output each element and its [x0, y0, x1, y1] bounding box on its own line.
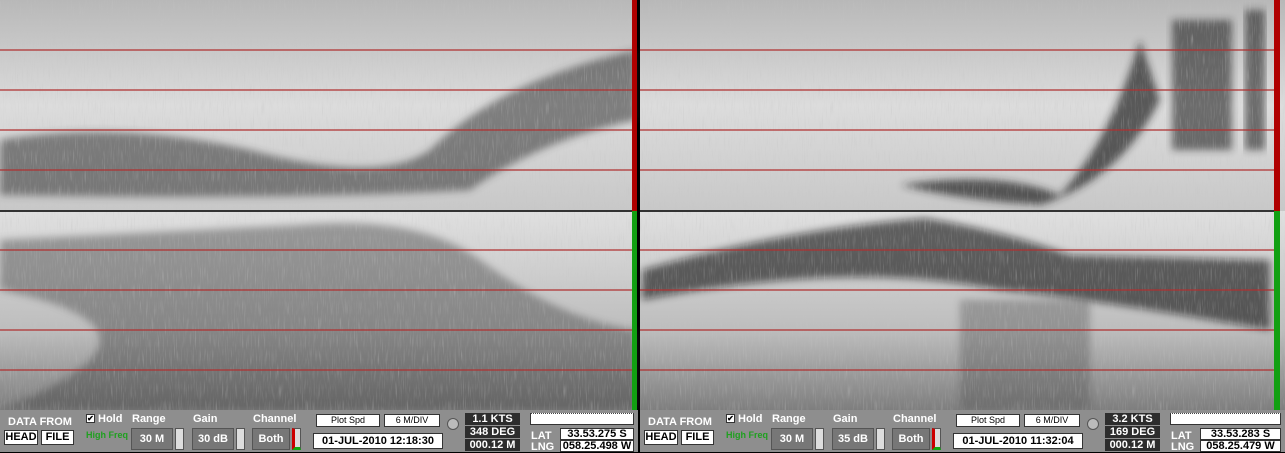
channel-label: Channel	[893, 413, 936, 425]
data-from-label: DATA FROM	[648, 416, 712, 428]
data-from-label: DATA FROM	[8, 416, 72, 428]
sonar-view	[0, 0, 1285, 410]
datetime: 01-JUL-2010 12:18:30	[313, 433, 443, 449]
right-image	[640, 0, 1285, 410]
heading: 169 DEG	[1105, 426, 1160, 438]
div-setting[interactable]: 6 M/DIV	[384, 414, 440, 427]
range-spinner[interactable]	[175, 428, 184, 450]
gain-value: 35 dB	[832, 428, 874, 450]
speed: 3.2 KTS	[1105, 413, 1160, 425]
latitude: 33.53.275 S	[560, 428, 634, 440]
file-button[interactable]: FILE	[681, 430, 714, 445]
scale-ruler	[530, 413, 634, 425]
lng-label: LNG	[531, 441, 554, 453]
file-button[interactable]: FILE	[41, 430, 74, 445]
hold-label: Hold	[98, 413, 122, 425]
channel-value: Both	[892, 428, 930, 450]
freq-label: High Freq	[86, 429, 128, 441]
latitude: 33.53.283 S	[1200, 428, 1281, 440]
longitude: 058.25.498 W	[560, 440, 634, 452]
speed: 1.1 KTS	[465, 413, 520, 425]
left-image	[0, 0, 637, 410]
datetime: 01-JUL-2010 11:32:04	[953, 433, 1083, 449]
gain-spinner[interactable]	[236, 428, 245, 450]
sonar-app: DATA FROMHEADFILE✔HoldHigh FreqRange30 M…	[0, 0, 1285, 452]
depth: 000.12 M	[465, 439, 520, 451]
range-value: 30 M	[771, 428, 813, 450]
lng-label: LNG	[1171, 441, 1194, 453]
div-setting[interactable]: 6 M/DIV	[1024, 414, 1080, 427]
gain-value: 30 dB	[192, 428, 234, 450]
plot-speed[interactable]: Plot Spd	[956, 414, 1020, 427]
plot-speed[interactable]: Plot Spd	[316, 414, 380, 427]
depth: 000.12 M	[1105, 439, 1160, 451]
range-spinner[interactable]	[815, 428, 824, 450]
range-label: Range	[772, 413, 806, 425]
status-icon	[1087, 418, 1099, 430]
range-label: Range	[132, 413, 166, 425]
gain-label: Gain	[833, 413, 857, 425]
head-button[interactable]: HEAD	[4, 430, 38, 445]
heading: 348 DEG	[465, 426, 520, 438]
hold-checkbox[interactable]: ✔	[726, 414, 735, 423]
freq-label: High Freq	[726, 429, 768, 441]
hold-label: Hold	[738, 413, 762, 425]
gain-spinner[interactable]	[876, 428, 885, 450]
longitude: 058.25.479 W	[1200, 440, 1281, 452]
range-value: 30 M	[131, 428, 173, 450]
scale-ruler	[1170, 413, 1281, 425]
channel-value: Both	[252, 428, 290, 450]
head-button[interactable]: HEAD	[644, 430, 678, 445]
hold-checkbox[interactable]: ✔	[86, 414, 95, 423]
channel-label: Channel	[253, 413, 296, 425]
channel-spinner[interactable]	[932, 428, 941, 450]
channel-spinner[interactable]	[292, 428, 301, 450]
gain-label: Gain	[193, 413, 217, 425]
status-icon	[447, 418, 459, 430]
